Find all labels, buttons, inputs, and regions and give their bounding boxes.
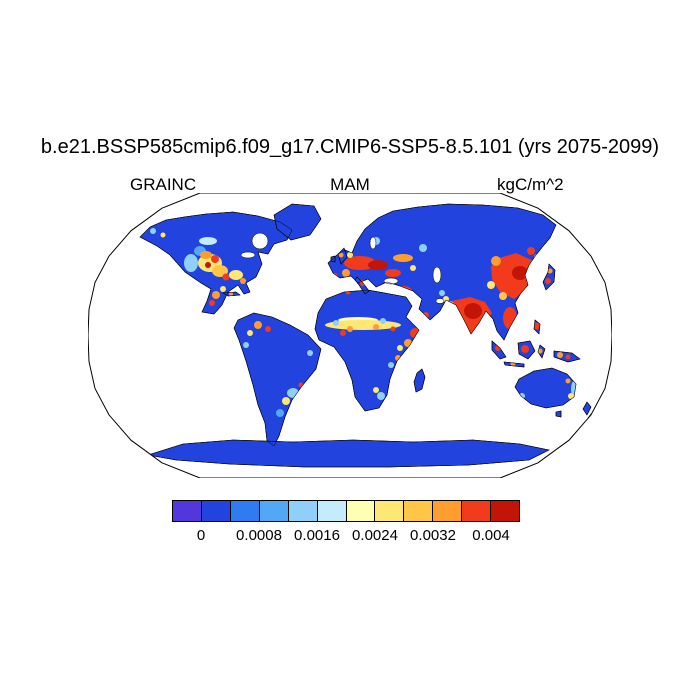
colorbar-cell bbox=[288, 501, 318, 521]
colorbar-cell bbox=[491, 501, 520, 521]
high-value-overlay bbox=[150, 228, 577, 417]
season-label: MAM bbox=[330, 175, 370, 194]
colorbar-cell bbox=[201, 501, 231, 521]
variable-label: GRAINC bbox=[130, 175, 197, 194]
colorbar-cell bbox=[404, 501, 434, 521]
colorbar-cell bbox=[375, 501, 405, 521]
lakes-and-inland-seas bbox=[240, 232, 445, 304]
black-sea bbox=[383, 277, 399, 285]
world-map bbox=[88, 193, 612, 478]
units-label: kgC/m^2 bbox=[497, 175, 564, 194]
plot-title: b.e21.BSSP585cmip6.f09_g17.CMIP6-SSP5-8.… bbox=[40, 136, 660, 158]
colorbar-tick-label: 0.0008 bbox=[236, 527, 282, 544]
colorbar-cell bbox=[346, 501, 376, 521]
colorbar-tick-label: 0 bbox=[196, 527, 206, 544]
colorbar-cell bbox=[173, 501, 202, 521]
colorbar bbox=[172, 500, 520, 522]
colorbar-tick-label: 0.004 bbox=[472, 527, 510, 544]
colorbar-cell bbox=[259, 501, 289, 521]
baltic-sea bbox=[369, 236, 377, 250]
colorbar-tick-label: 0.0032 bbox=[410, 527, 456, 544]
hudson-bay bbox=[251, 232, 269, 250]
colorbar-tick-label: 0.0024 bbox=[352, 527, 398, 544]
caspian-sea bbox=[432, 266, 442, 284]
colorbar-cell bbox=[317, 501, 347, 521]
colorbar-cell bbox=[462, 501, 492, 521]
colorbar-cell bbox=[433, 501, 463, 521]
persian-gulf bbox=[435, 298, 445, 304]
colorbar-cell bbox=[230, 501, 260, 521]
colorbar-tick-label: 0.0016 bbox=[294, 527, 340, 544]
colorbar-ticks: 0 0.0008 0.0016 0.0024 0.0032 0.004 bbox=[172, 527, 520, 545]
great-lakes bbox=[240, 251, 256, 259]
robinson-map-svg bbox=[88, 193, 612, 478]
